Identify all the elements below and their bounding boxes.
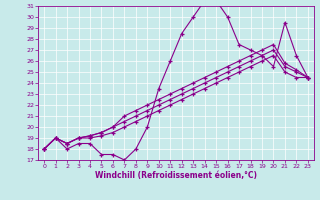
X-axis label: Windchill (Refroidissement éolien,°C): Windchill (Refroidissement éolien,°C): [95, 171, 257, 180]
